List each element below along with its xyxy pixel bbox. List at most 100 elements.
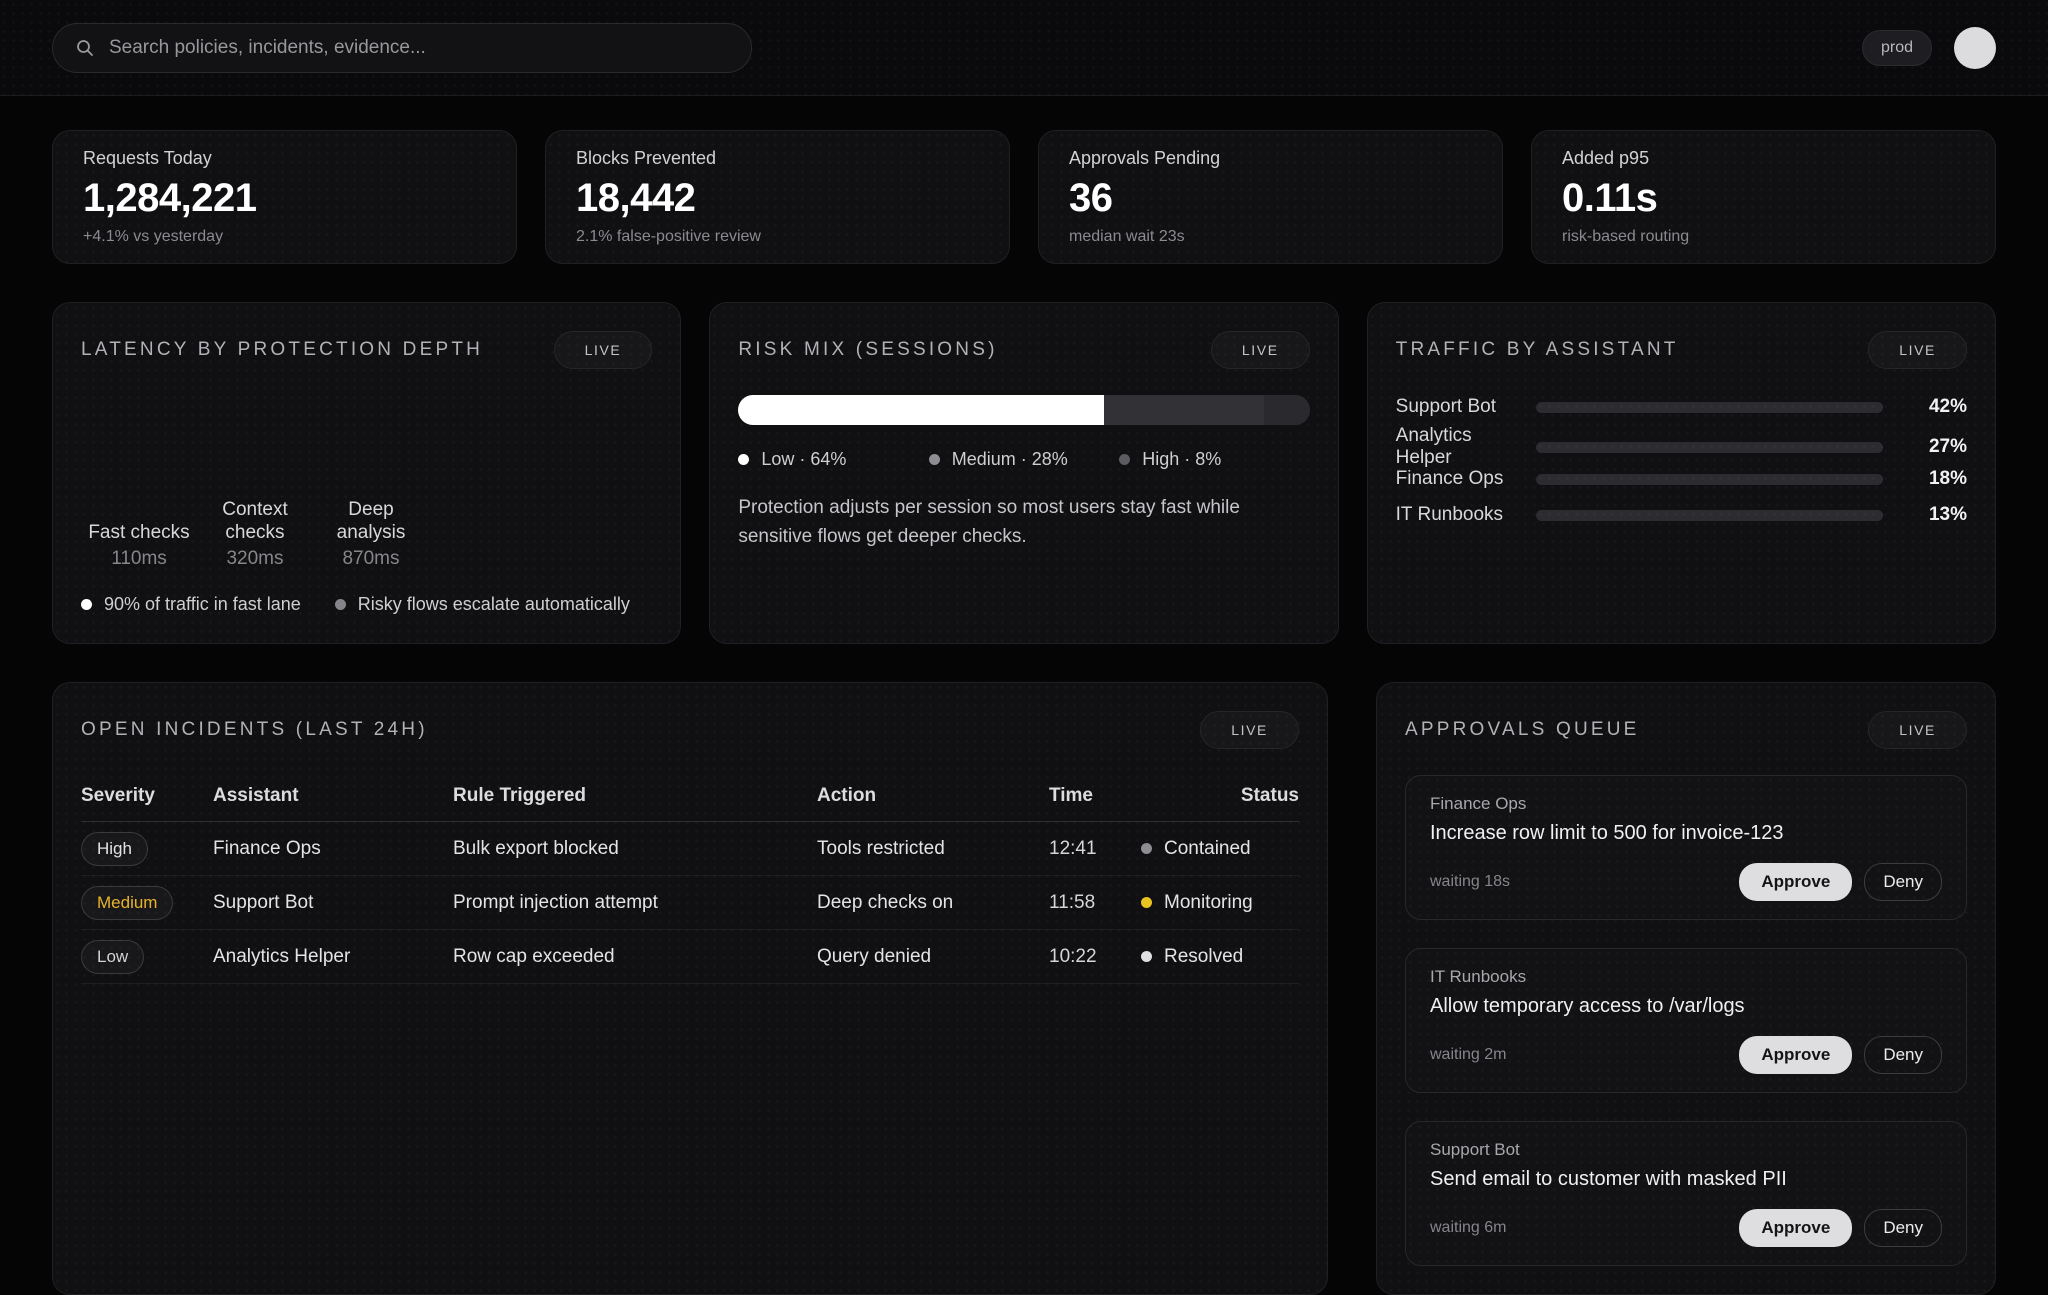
stat-value: 18,442 — [576, 176, 696, 220]
legend-item: Medium · 28% — [928, 449, 1119, 470]
live-badge: LIVE — [1210, 331, 1310, 369]
stat-value: 0.11s — [1562, 176, 1658, 220]
main-content: Requests Today 1,284,221 +4.1% vs yester… — [0, 130, 2048, 1295]
legend-text: 90% of traffic in fast lane — [104, 594, 301, 614]
search-icon — [77, 39, 93, 56]
latency-chart-area — [81, 369, 652, 498]
search-bar[interactable] — [52, 22, 752, 73]
latency-card-title: Latency by Protection Depth — [81, 339, 484, 360]
legend-text: High · 8% — [1142, 449, 1222, 469]
legend-text: Low · 64% — [761, 449, 847, 469]
legend-text: Medium · 28% — [951, 449, 1068, 469]
assistant-label: IT Runbooks — [1395, 504, 1504, 525]
table-cell-severity: Low — [81, 930, 213, 984]
traffic-row-analytics-helper: Analytics Helper 27% — [1396, 425, 1967, 468]
column-header-time: Time — [1049, 775, 1141, 822]
traffic-card-title: Traffic by Assistant — [1395, 339, 1679, 360]
column-header-assistant: Assistant — [213, 775, 453, 822]
table-cell-severity: Medium — [81, 876, 213, 930]
bar-category-label: Deep analysis — [336, 498, 406, 544]
status-label: Resolved — [1164, 945, 1244, 967]
stat-label: Added p95 — [1562, 148, 1650, 168]
table-cell-status: Monitoring — [1141, 876, 1299, 930]
traffic-bar-track — [1535, 441, 1883, 453]
legend-dot — [928, 454, 940, 465]
traffic-bar-track — [1535, 509, 1883, 521]
bottom-row: Open Incidents (Last 24h) LIVE Severity … — [52, 682, 1996, 1295]
table-cell-time: 10:22 — [1049, 930, 1141, 984]
legend-dot — [81, 599, 92, 610]
search-input[interactable] — [109, 36, 729, 59]
stat-label: Requests Today — [83, 148, 212, 168]
approval-assistant: IT Runbooks — [1430, 967, 1527, 986]
column-header-action: Action — [817, 775, 1049, 822]
risk-legend: Low · 64% Medium · 28% High · 8% — [738, 449, 1309, 470]
stat-value: 36 — [1069, 176, 1113, 220]
deny-button[interactable]: Deny — [1864, 1036, 1942, 1074]
table-cell-action: Query denied — [817, 930, 1049, 984]
status-label: Monitoring — [1164, 891, 1253, 913]
avatar[interactable] — [1954, 26, 1996, 69]
bar-category-label: Fast checks — [88, 522, 190, 544]
approval-item-it-runbooks: IT Runbooks Allow temporary access to /v… — [1405, 948, 1967, 1093]
stat-label: Approvals Pending — [1069, 148, 1221, 168]
table-cell-assistant: Analytics Helper — [213, 930, 453, 984]
table-cell-status: Resolved — [1141, 930, 1299, 984]
approval-item-support-bot: Support Bot Send email to customer with … — [1405, 1121, 1967, 1266]
latency-bar-label: Fast checks 110ms — [81, 521, 197, 570]
traffic-row-support-bot: Support Bot 42% — [1396, 389, 1967, 425]
top-bar-right: prod — [1861, 26, 1996, 69]
column-header-severity: Severity — [81, 775, 213, 822]
stat-subtext: median wait 23s — [1069, 228, 1185, 245]
stat-subtext: 2.1% false-positive review — [576, 228, 761, 245]
approve-button[interactable]: Approve — [1739, 1209, 1853, 1247]
approvals-panel: Approvals Queue LIVE Finance Ops Increas… — [1376, 682, 1996, 1295]
incidents-table: Severity Assistant Rule Triggered Action… — [81, 775, 1299, 984]
stat-card-approvals-pending: Approvals Pending 36 median wait 23s — [1038, 130, 1503, 264]
approve-button[interactable]: Approve — [1739, 863, 1853, 901]
approval-assistant: Support Bot — [1430, 1140, 1520, 1159]
stat-card-requests-today: Requests Today 1,284,221 +4.1% vs yester… — [52, 130, 517, 264]
latency-bar-label: Context checks 320ms — [197, 498, 313, 571]
approval-assistant: Finance Ops — [1430, 794, 1527, 813]
bar-value-label: 110ms — [111, 548, 167, 569]
traffic-bar-track — [1535, 401, 1883, 413]
table-cell-assistant: Finance Ops — [213, 822, 453, 876]
status-label: Contained — [1164, 837, 1251, 859]
approve-button[interactable]: Approve — [1739, 1036, 1853, 1074]
traffic-percent: 18% — [1928, 468, 1967, 489]
deny-button[interactable]: Deny — [1864, 863, 1942, 901]
risk-mix-card: Risk Mix (Sessions) LIVE Low · 64% Mediu… — [709, 302, 1339, 644]
incidents-card: Open Incidents (Last 24h) LIVE Severity … — [52, 682, 1328, 1295]
legend-dot — [334, 599, 346, 610]
bar-category-label: Context checks — [222, 498, 288, 544]
risk-segment-low — [738, 395, 1104, 425]
risk-segment-medium — [1103, 395, 1264, 425]
table-cell-rule: Row cap exceeded — [453, 930, 817, 984]
legend-dot — [1119, 454, 1131, 465]
live-badge: LIVE — [1868, 711, 1967, 749]
approval-request: Increase row limit to 500 for invoice-12… — [1430, 822, 1784, 844]
approval-item-finance-ops: Finance Ops Increase row limit to 500 fo… — [1405, 775, 1967, 920]
stat-value: 1,284,221 — [83, 176, 257, 220]
approval-wait-time: waiting 2m — [1430, 1046, 1507, 1063]
live-badge: LIVE — [1200, 711, 1299, 749]
stats-row: Requests Today 1,284,221 +4.1% vs yester… — [52, 130, 1996, 264]
traffic-card: Traffic by Assistant LIVE Support Bot 42… — [1366, 302, 1996, 644]
deny-button[interactable]: Deny — [1864, 1209, 1942, 1247]
traffic-percent: 27% — [1928, 436, 1967, 457]
severity-badge-high: High — [81, 831, 148, 866]
status-dot — [1141, 897, 1152, 908]
stat-card-blocks-prevented: Blocks Prevented 18,442 2.1% false-posit… — [545, 130, 1010, 264]
risk-stacked-bar — [738, 395, 1310, 425]
table-cell-assistant: Support Bot — [213, 876, 453, 930]
approval-request: Send email to customer with masked PII — [1430, 1168, 1787, 1190]
table-cell-rule: Prompt injection attempt — [453, 876, 817, 930]
live-badge: LIVE — [553, 331, 653, 369]
approvals-panel-title: Approvals Queue — [1405, 719, 1640, 740]
legend-item: 90% of traffic in fast lane — [81, 594, 301, 615]
table-cell-severity: High — [81, 822, 213, 876]
table-cell-action: Tools restricted — [817, 822, 1049, 876]
risk-segment-high — [1263, 395, 1310, 425]
